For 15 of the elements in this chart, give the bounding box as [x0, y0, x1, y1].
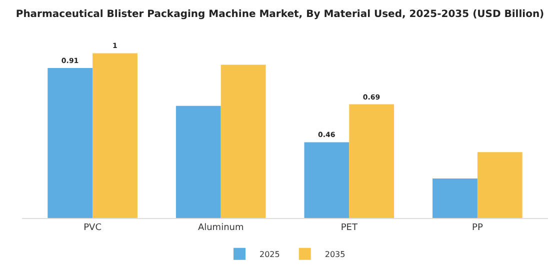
x-tick-label: PVC — [84, 222, 102, 233]
bar — [220, 64, 266, 218]
bar — [48, 68, 93, 218]
bar — [92, 53, 138, 218]
bar — [176, 106, 221, 218]
bar — [304, 142, 350, 218]
bar — [477, 152, 522, 218]
bar — [432, 178, 478, 218]
chart-title: Pharmaceutical Blister Packaging Machine Market, By Material Used, 2025-2035 (USD Billion) — [16, 8, 544, 20]
x-tick-label: PET — [340, 222, 358, 233]
legend-label: 2035 — [324, 250, 346, 259]
x-tick-label: Aluminum — [198, 222, 244, 233]
x-tick-label: PP — [472, 222, 484, 233]
bar — [349, 104, 394, 218]
legend-label: 2025 — [260, 250, 280, 259]
